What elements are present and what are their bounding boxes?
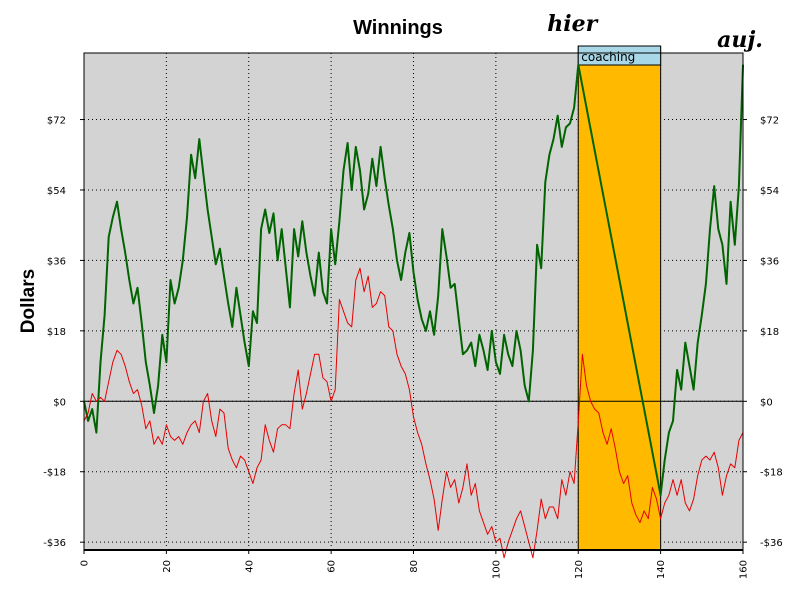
y-tick-label-left: -$18 bbox=[43, 468, 66, 479]
x-tick-label: 160 bbox=[739, 560, 750, 579]
x-tick-label: 100 bbox=[491, 560, 502, 579]
y-axis-label: Dollars bbox=[18, 269, 39, 333]
y-tick-label-right: $72 bbox=[760, 116, 779, 127]
x-tick-label: 120 bbox=[574, 560, 585, 579]
coaching-label-box bbox=[577, 45, 662, 66]
x-tick-label: 0 bbox=[80, 560, 91, 566]
y-tick-label-left: $54 bbox=[47, 186, 66, 197]
y-tick-label-right: -$36 bbox=[760, 538, 783, 549]
y-grid bbox=[80, 119, 747, 543]
series-line-red bbox=[83, 267, 744, 559]
series-lines bbox=[83, 63, 744, 559]
x-tick-label: 80 bbox=[409, 560, 420, 573]
y-tick-label-left: $36 bbox=[47, 256, 66, 267]
annotation-auj: auj. bbox=[717, 27, 763, 53]
y-tick-label-right: $18 bbox=[760, 327, 779, 338]
series-line-green bbox=[83, 63, 744, 497]
y-tick-label-left: $0 bbox=[53, 397, 66, 408]
y-tick-label-left: $18 bbox=[47, 327, 66, 338]
x-tick-label: 20 bbox=[162, 560, 173, 573]
tick-labels: 0 20 40 60 80 100 120 140 160 -$36 -$36 -$18 -$18 $0 $… bbox=[43, 116, 782, 580]
y-tick-label-left: -$36 bbox=[43, 538, 66, 549]
y-tick-label-right: $0 bbox=[760, 397, 773, 408]
y-tick-label-left: $72 bbox=[47, 116, 66, 127]
coaching-band bbox=[578, 46, 661, 550]
x-tick-label: 140 bbox=[656, 560, 667, 579]
y-tick-label-right: -$18 bbox=[760, 468, 783, 479]
annotations: hier auj. bbox=[547, 11, 763, 53]
x-tick-label: 60 bbox=[327, 560, 338, 573]
x-tick-label: 40 bbox=[244, 560, 255, 573]
y-tick-label-right: $54 bbox=[760, 186, 779, 197]
annotation-hier: hier bbox=[547, 11, 598, 37]
coaching-label: coaching bbox=[581, 50, 635, 64]
chart-title: Winnings bbox=[353, 17, 443, 39]
y-tick-label-right: $36 bbox=[760, 256, 779, 267]
